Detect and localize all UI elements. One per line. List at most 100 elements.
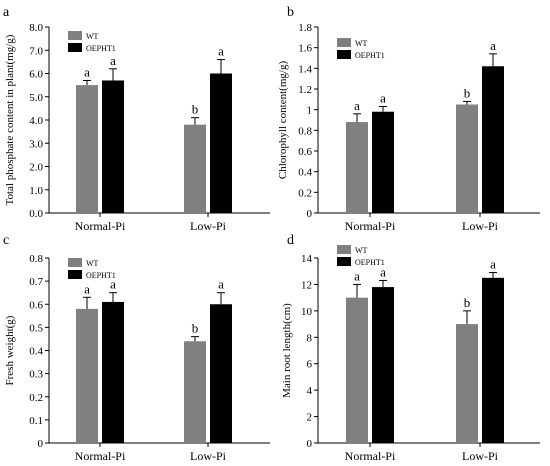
significance-letter: a <box>84 281 90 296</box>
bar-oepht1 <box>102 80 124 213</box>
y-tick-label: 8 <box>307 332 313 344</box>
legend-label: WT <box>86 259 99 268</box>
y-tick-label: 1 <box>307 105 313 117</box>
y-tick-label: 2 <box>307 412 313 424</box>
y-tick-label: 8.0 <box>29 22 43 34</box>
y-tick-label: 0.2 <box>298 187 312 199</box>
bar-wt <box>76 308 98 443</box>
y-tick-label: 10 <box>301 306 313 318</box>
y-axis-title: Main root length(cm) <box>281 303 293 398</box>
bar-wt <box>346 297 368 443</box>
panel-b: b 0 0.2 0.4 0.6 0.8 1 1.2 1.4 1.6 1.8 Chlorophyll c… <box>277 5 540 233</box>
significance-letter: a <box>490 38 496 53</box>
bar-oepht1 <box>372 287 394 443</box>
y-tick-label: 0.6 <box>29 299 43 311</box>
y-axis-title: Fresh weight(g) <box>4 315 16 385</box>
significance-letter: a <box>354 268 360 283</box>
y-tick-label: 0.2 <box>29 392 43 404</box>
bar-wt <box>346 122 368 213</box>
x-tick-label: Low-Pi <box>462 449 499 463</box>
panel-letter: b <box>287 5 294 20</box>
legend-label: OEPHT1 <box>86 271 116 280</box>
bar-oepht1 <box>102 301 124 443</box>
y-tick-label: 4 <box>307 385 313 397</box>
y-tick-label: 0.5 <box>29 322 43 334</box>
panel-c: c 0 0.1 0.2 0.3 0.4 0.5 0.6 0.7 0.8 Fresh weight(g… <box>3 233 270 463</box>
y-tick-label: 0.6 <box>298 146 312 158</box>
y-tick-label: 0 <box>307 438 313 450</box>
legend-label: WT <box>355 39 368 48</box>
legend-label: OEPHT1 <box>355 51 385 60</box>
bar-oepht1 <box>482 277 504 443</box>
x-tick-label: Normal-Pi <box>75 449 126 463</box>
y-tick-label: 1.8 <box>298 22 312 34</box>
legend-label: WT <box>355 246 368 255</box>
bar-oepht1 <box>210 304 232 443</box>
x-tick-label: Low-Pi <box>462 219 499 233</box>
significance-letter: a <box>490 257 496 272</box>
panel-letter: a <box>3 5 10 20</box>
y-tick-label: 2.0 <box>29 162 43 174</box>
significance-letter: a <box>218 277 224 292</box>
x-tick-label: Normal-Pi <box>75 219 126 233</box>
y-tick-label: 3.0 <box>29 138 43 150</box>
legend: WT OEPHT1 <box>68 31 116 53</box>
y-tick-label: 0.3 <box>29 369 43 381</box>
panel-d: d 0 2 4 6 8 10 12 14 Main root length(cm) Normal-P… <box>281 233 540 463</box>
legend: WT OEPHT1 <box>337 38 385 60</box>
y-tick-label: 5.0 <box>29 92 43 104</box>
bar-oepht1 <box>482 66 504 214</box>
y-tick-label: 14 <box>301 253 313 265</box>
bar-oepht1 <box>210 73 232 213</box>
y-tick-label: 0 <box>307 208 313 220</box>
significance-letter: a <box>218 44 224 59</box>
legend-swatch <box>68 270 82 279</box>
panel-a: a 0.0 1.0 2.0 3.0 4.0 5.0 6.0 7.0 8.0 Total phosph… <box>3 5 270 233</box>
y-axis-title: Chlorophyll content(mg/g) <box>277 61 289 180</box>
legend-swatch <box>68 43 82 52</box>
legend-swatch <box>68 258 82 267</box>
legend-swatch <box>337 50 351 59</box>
bar-wt <box>184 124 206 213</box>
significance-letter: a <box>354 98 360 113</box>
y-tick-label: 12 <box>301 279 312 291</box>
significance-letter: a <box>84 64 90 79</box>
bar-wt <box>184 341 206 443</box>
y-tick-label: 0.7 <box>29 276 43 288</box>
y-tick-label: 0.4 <box>29 346 43 358</box>
legend-swatch <box>337 245 351 254</box>
legend-swatch <box>337 257 351 266</box>
y-tick-label: 7.0 <box>29 45 43 57</box>
significance-letter: a <box>110 53 116 68</box>
x-tick-label: Normal-Pi <box>345 219 396 233</box>
significance-letter: b <box>464 295 471 310</box>
significance-letter: b <box>464 85 471 100</box>
y-tick-label: 0.1 <box>29 415 43 427</box>
legend-swatch <box>337 38 351 47</box>
x-tick-label: Normal-Pi <box>345 449 396 463</box>
y-tick-label: 4.0 <box>29 115 43 127</box>
legend: WT OEPHT1 <box>337 245 385 267</box>
y-tick-label: 0.8 <box>29 253 43 265</box>
panel-letter: c <box>3 233 9 248</box>
y-tick-label: 6 <box>307 359 313 371</box>
y-tick-label: 1.2 <box>298 84 312 96</box>
bar-wt <box>456 104 478 213</box>
legend-swatch <box>68 31 82 40</box>
legend-label: OEPHT1 <box>86 44 116 53</box>
x-tick-label: Low-Pi <box>190 449 227 463</box>
bar-wt <box>456 324 478 443</box>
y-tick-label: 0.8 <box>298 125 312 137</box>
significance-letter: b <box>192 321 199 336</box>
legend-label: WT <box>86 32 99 41</box>
panel-letter: d <box>287 233 294 248</box>
significance-letter: b <box>192 102 199 117</box>
y-tick-label: 0.4 <box>298 167 312 179</box>
bar-oepht1 <box>372 111 394 213</box>
y-tick-label: 6.0 <box>29 69 43 81</box>
y-tick-label: 1.0 <box>29 185 43 197</box>
x-tick-label: Low-Pi <box>190 219 227 233</box>
bar-wt <box>76 85 98 213</box>
significance-letter: a <box>380 264 386 279</box>
